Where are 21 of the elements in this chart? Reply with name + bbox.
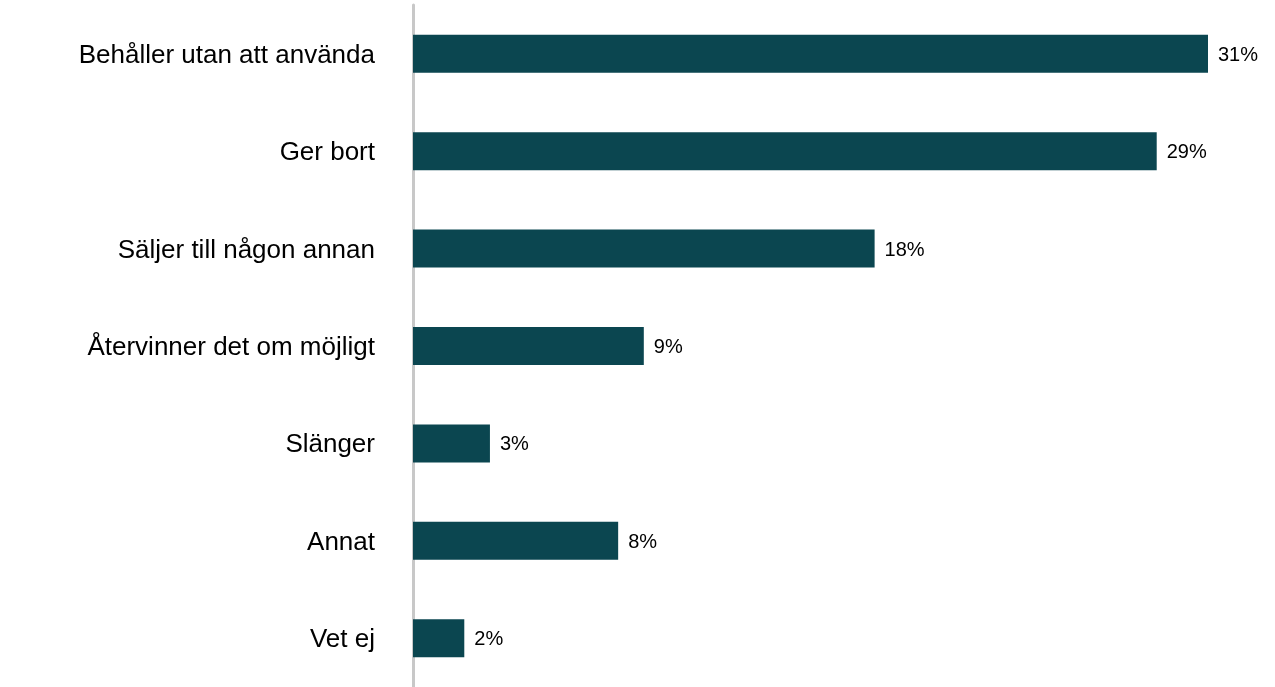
- bar: [413, 229, 875, 268]
- bar: [413, 34, 1208, 73]
- data-label: 8%: [628, 529, 658, 552]
- y-tick-label: Ger bort: [279, 136, 376, 167]
- y-tick-label: Säljer till någon annan: [117, 233, 375, 264]
- y-tick-label: Återvinner det om möjligt: [87, 331, 376, 361]
- data-label: 3%: [499, 432, 530, 455]
- bar: [413, 619, 465, 658]
- data-label: 9%: [653, 335, 683, 357]
- y-tick-label: Slänger: [285, 428, 376, 459]
- bar: [413, 521, 619, 560]
- y-tick-label: Behåller utan att använda: [78, 38, 376, 69]
- data-label: 2%: [474, 627, 504, 650]
- bar: [413, 424, 490, 463]
- data-label: 31%: [1218, 42, 1259, 65]
- data-label: 29%: [1166, 140, 1207, 163]
- y-tick-label: Vet ej: [309, 623, 375, 654]
- data-label: 18%: [884, 237, 925, 260]
- bar: [413, 132, 1157, 171]
- bar: [413, 327, 644, 365]
- y-tick-label: Annat: [307, 525, 376, 556]
